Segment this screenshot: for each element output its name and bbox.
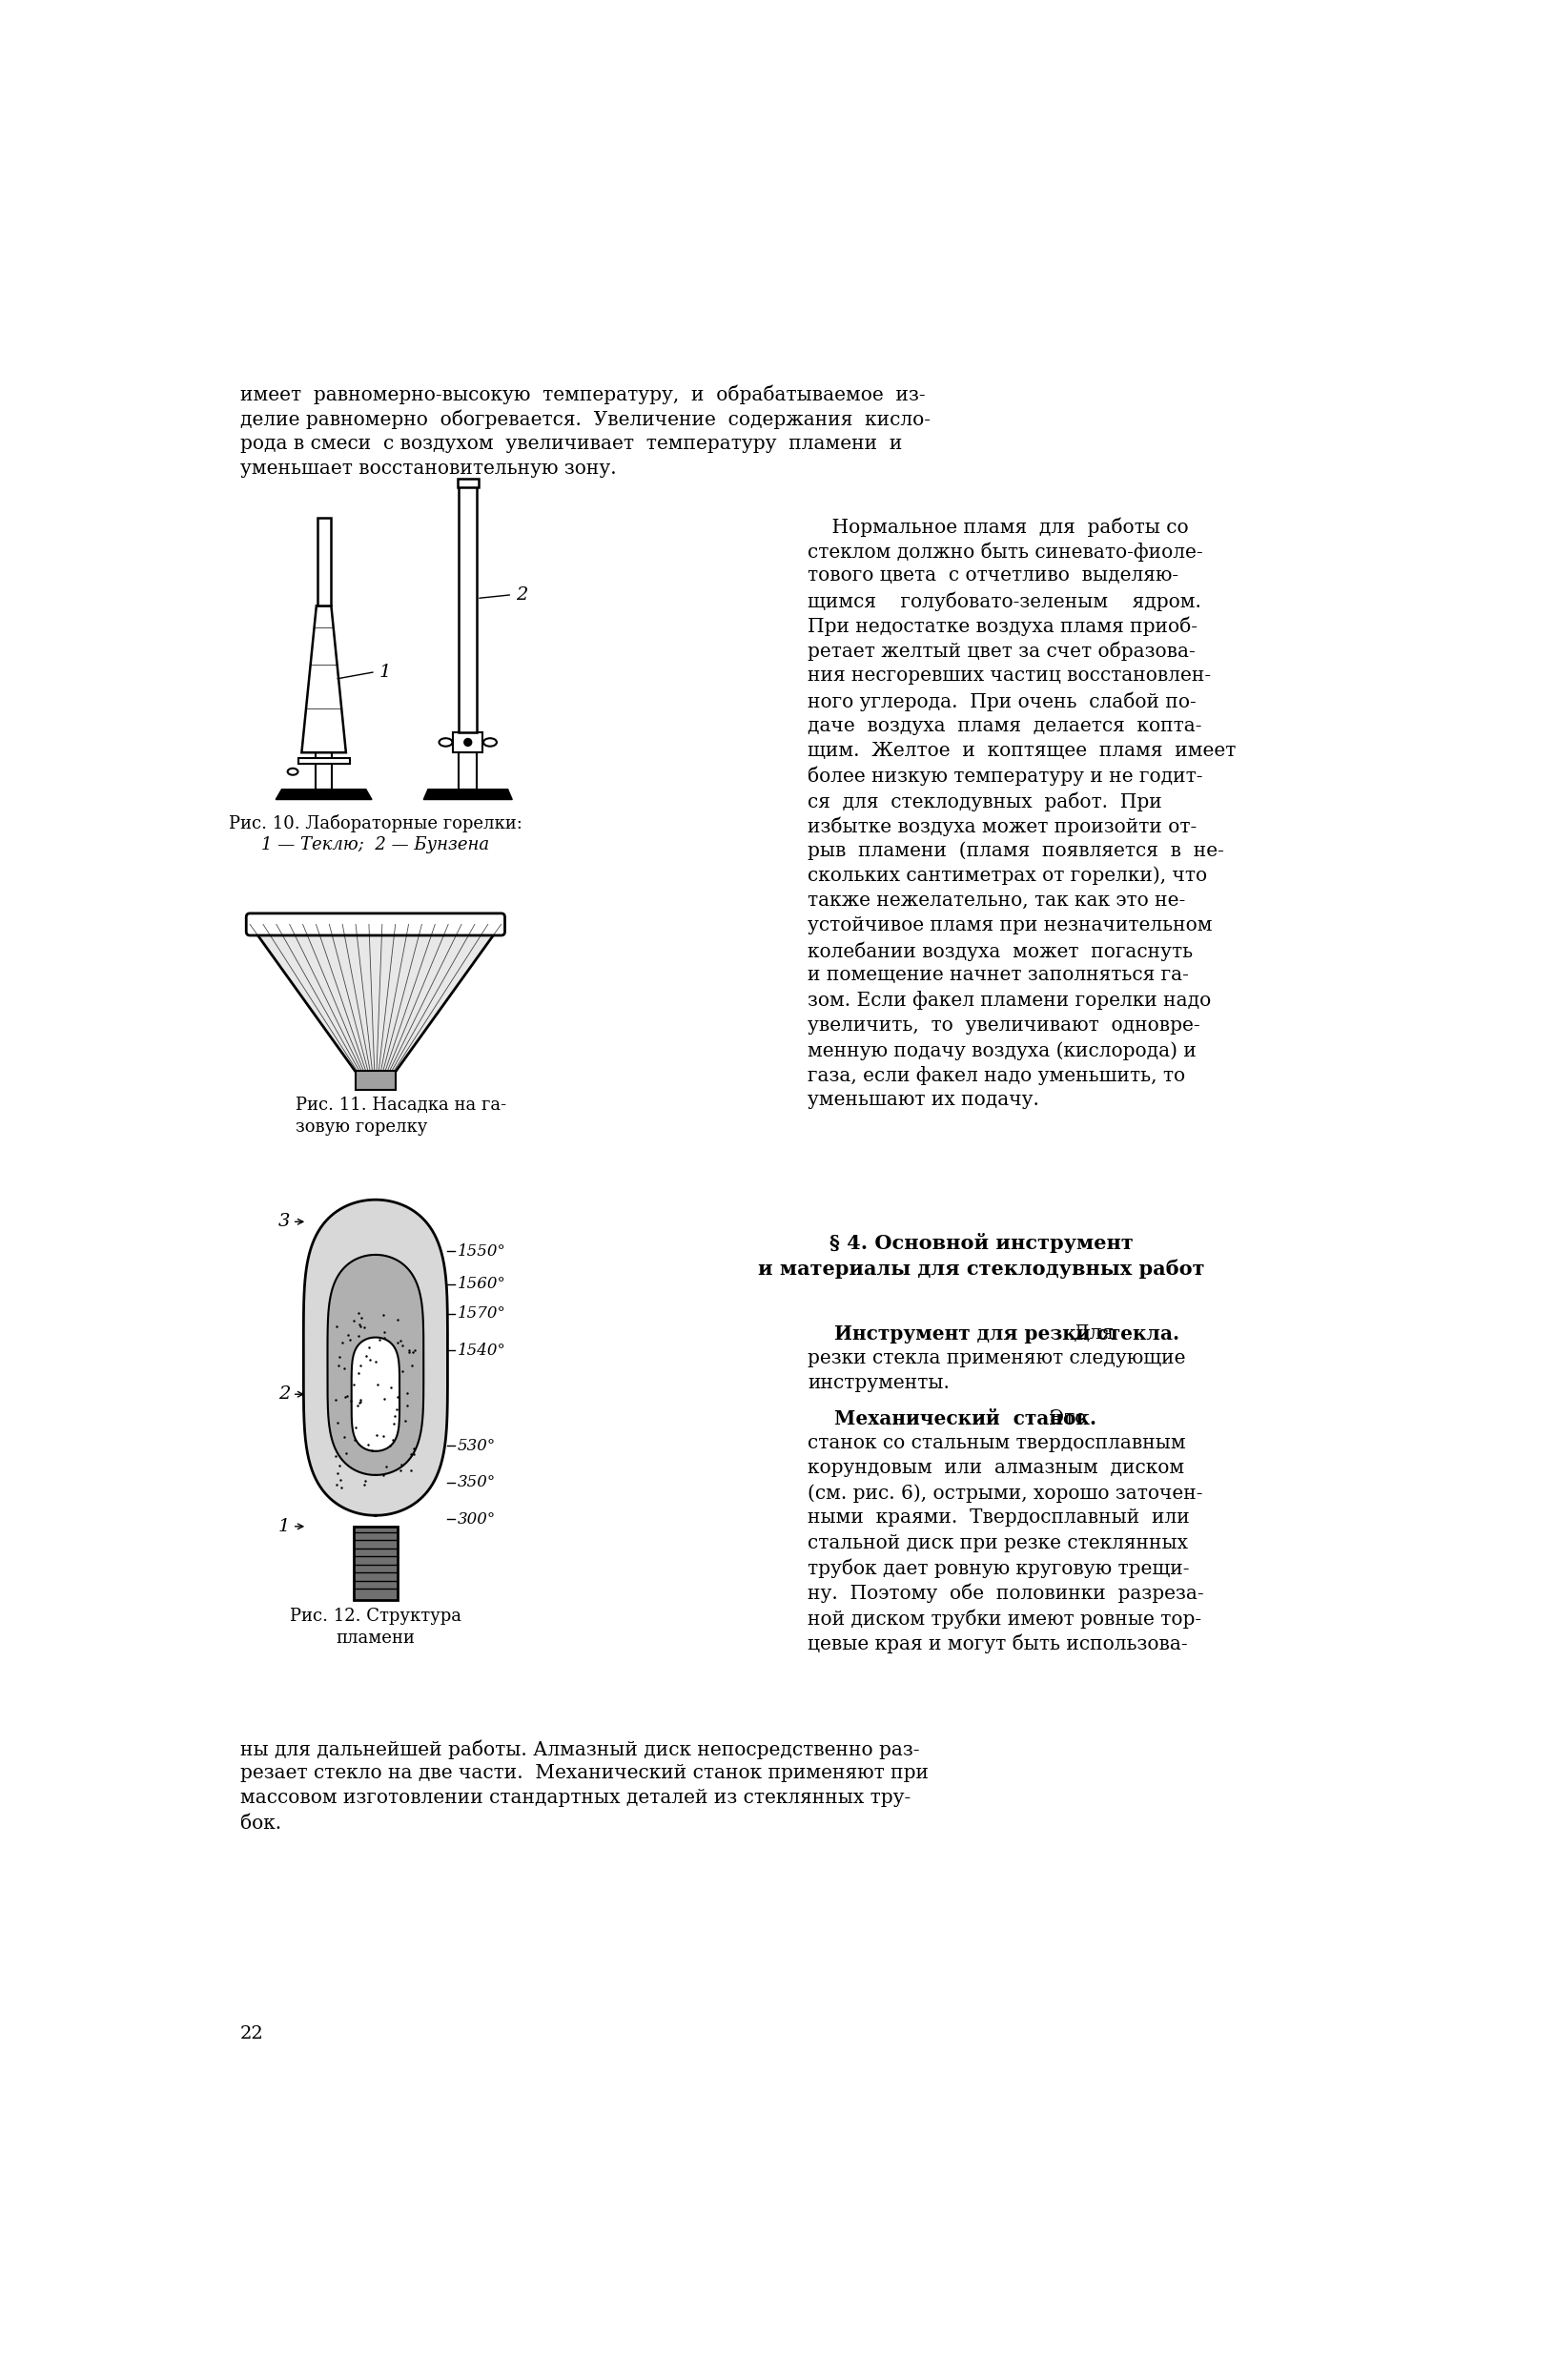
Polygon shape xyxy=(302,607,345,752)
Text: ными  краями.  Твердосплавный  или: ными краями. Твердосплавный или xyxy=(808,1509,1190,1528)
Text: резает стекло на две части.  Механический станок применяют при: резает стекло на две части. Механический… xyxy=(240,1764,929,1783)
Text: увеличить,  то  увеличивают  одновре-: увеличить, то увеличивают одновре- xyxy=(808,1016,1200,1035)
Bar xyxy=(297,759,350,764)
Bar xyxy=(457,478,478,488)
Circle shape xyxy=(464,738,473,747)
Polygon shape xyxy=(327,1254,423,1476)
Text: колебании воздуха  может  погаснуть: колебании воздуха может погаснуть xyxy=(808,940,1193,962)
Text: резки стекла применяют следующие: резки стекла применяют следующие xyxy=(808,1349,1186,1369)
Text: 530°: 530° xyxy=(457,1438,495,1454)
Bar xyxy=(355,1071,395,1090)
Ellipse shape xyxy=(439,738,453,747)
Text: и материалы для стеклодувных работ: и материалы для стеклодувных работ xyxy=(758,1259,1204,1278)
Text: ну.  Поэтому  обе  половинки  разреза-: ну. Поэтому обе половинки разреза- xyxy=(808,1583,1204,1604)
Text: устойчивое пламя при незначительном: устойчивое пламя при незначительном xyxy=(808,916,1212,935)
Text: щим.  Желтое  и  коптящее  пламя  имеет: щим. Желтое и коптящее пламя имеет xyxy=(808,743,1237,759)
Text: рода в смеси  с воздухом  увеличивает  температуру  пламени  и: рода в смеси с воздухом увеличивает темп… xyxy=(240,436,902,452)
Text: корундовым  или  алмазным  диском: корундовым или алмазным диском xyxy=(808,1459,1184,1478)
Text: даче  воздуха  пламя  делается  копта-: даче воздуха пламя делается копта- xyxy=(808,716,1203,735)
Text: щимся    голубовато-зеленым    ядром.: щимся голубовато-зеленым ядром. xyxy=(808,593,1201,612)
Text: 1540°: 1540° xyxy=(457,1342,506,1359)
Ellipse shape xyxy=(288,769,297,776)
Text: ретает желтый цвет за счет образова-: ретает желтый цвет за счет образова- xyxy=(808,643,1195,662)
Text: массовом изготовлении стандартных деталей из стеклянных тру-: массовом изготовлении стандартных детале… xyxy=(240,1790,910,1806)
Polygon shape xyxy=(275,790,372,800)
Text: инструменты.: инструменты. xyxy=(808,1373,949,1392)
Text: газа, если факел надо уменьшить, то: газа, если факел надо уменьшить, то xyxy=(808,1066,1186,1085)
Text: цевые края и могут быть использова-: цевые края и могут быть использова- xyxy=(808,1633,1187,1654)
Text: При недостатке воздуха пламя приоб-: При недостатке воздуха пламя приоб- xyxy=(808,616,1198,635)
FancyBboxPatch shape xyxy=(246,914,504,935)
Text: рыв  пламени  (пламя  появляется  в  не-: рыв пламени (пламя появляется в не- xyxy=(808,843,1225,859)
Text: 1550°: 1550° xyxy=(457,1242,506,1259)
Text: также нежелательно, так как это не-: также нежелательно, так как это не- xyxy=(808,892,1186,909)
Text: делие равномерно  обогревается.  Увеличение  содержания  кисло-: делие равномерно обогревается. Увеличени… xyxy=(240,409,930,428)
Text: бок.: бок. xyxy=(240,1814,282,1833)
Text: 1: 1 xyxy=(279,1518,289,1535)
Bar xyxy=(459,752,476,790)
Bar xyxy=(316,752,331,790)
Text: Для: Для xyxy=(1067,1326,1114,1342)
Text: ного углерода.  При очень  слабой по-: ного углерода. При очень слабой по- xyxy=(808,693,1197,712)
Bar xyxy=(353,1526,398,1599)
Text: Инструмент для резки стекла.: Инструмент для резки стекла. xyxy=(808,1326,1179,1345)
Text: и помещение начнет заполняться га-: и помещение начнет заполняться га- xyxy=(808,966,1189,985)
Text: 1570°: 1570° xyxy=(457,1304,506,1321)
Text: (см. рис. 6), острыми, хорошо заточен-: (см. рис. 6), острыми, хорошо заточен- xyxy=(808,1483,1203,1502)
Text: ся  для  стеклодувных  работ.  При: ся для стеклодувных работ. При xyxy=(808,793,1162,812)
Text: Рис. 10. Лабораторные горелки:: Рис. 10. Лабораторные горелки: xyxy=(229,814,523,833)
Text: стальной диск при резке стеклянных: стальной диск при резке стеклянных xyxy=(808,1533,1189,1552)
Text: станок со стальным твердосплавным: станок со стальным твердосплавным xyxy=(808,1433,1186,1452)
Text: зовую горелку: зовую горелку xyxy=(296,1119,428,1135)
Text: пламени: пламени xyxy=(336,1630,415,1647)
Polygon shape xyxy=(352,1338,400,1452)
Text: тового цвета  с отчетливо  выделяю-: тового цвета с отчетливо выделяю- xyxy=(808,566,1179,585)
Bar xyxy=(459,483,476,733)
Bar xyxy=(453,733,482,752)
Text: уменьшает восстановительную зону.: уменьшает восстановительную зону. xyxy=(240,459,616,478)
Text: трубок дает ровную круговую трещи-: трубок дает ровную круговую трещи- xyxy=(808,1559,1190,1578)
Ellipse shape xyxy=(484,738,496,747)
Text: ния несгоревших частиц восстановлен-: ния несгоревших частиц восстановлен- xyxy=(808,666,1211,685)
Text: 2: 2 xyxy=(517,585,527,602)
Text: 1560°: 1560° xyxy=(457,1276,506,1292)
Text: 3: 3 xyxy=(279,1214,289,1230)
Text: Это: Это xyxy=(1036,1409,1086,1428)
Text: Механический  станок.: Механический станок. xyxy=(808,1409,1097,1428)
Text: 2: 2 xyxy=(279,1385,289,1402)
Text: скольких сантиметрах от горелки), что: скольких сантиметрах от горелки), что xyxy=(808,866,1207,885)
Polygon shape xyxy=(251,923,501,1071)
Text: зом. Если факел пламени горелки надо: зом. Если факел пламени горелки надо xyxy=(808,990,1211,1009)
Text: Рис. 12. Структура: Рис. 12. Структура xyxy=(289,1607,461,1623)
Bar xyxy=(317,516,330,607)
Text: ной диском трубки имеют ровные тор-: ной диском трубки имеют ровные тор- xyxy=(808,1609,1201,1628)
Text: 350°: 350° xyxy=(457,1473,495,1490)
Text: имеет  равномерно-высокую  температуру,  и  обрабатываемое  из-: имеет равномерно-высокую температуру, и … xyxy=(240,386,926,405)
Text: 1: 1 xyxy=(380,664,391,681)
Text: уменьшают их подачу.: уменьшают их подачу. xyxy=(808,1090,1039,1109)
Text: 1 — Теклю;  2 — Бунзена: 1 — Теклю; 2 — Бунзена xyxy=(261,835,490,854)
Text: 300°: 300° xyxy=(457,1511,495,1528)
Text: 22: 22 xyxy=(240,2025,265,2042)
Text: Рис. 11. Насадка на га-: Рис. 11. Насадка на га- xyxy=(296,1097,507,1114)
Polygon shape xyxy=(423,790,512,800)
Text: менную подачу воздуха (кислорода) и: менную подачу воздуха (кислорода) и xyxy=(808,1040,1197,1059)
Text: более низкую температуру и не годит-: более низкую температуру и не годит- xyxy=(808,766,1203,785)
Text: стеклом должно быть синевато-фиоле-: стеклом должно быть синевато-фиоле- xyxy=(808,543,1203,562)
Text: § 4. Основной инструмент: § 4. Основной инструмент xyxy=(829,1233,1133,1252)
Polygon shape xyxy=(303,1200,448,1516)
Text: ны для дальнейшей работы. Алмазный диск непосредственно раз-: ны для дальнейшей работы. Алмазный диск … xyxy=(240,1740,920,1759)
Text: Нормальное пламя  для  работы со: Нормальное пламя для работы со xyxy=(808,516,1189,536)
Text: избытке воздуха может произойти от-: избытке воздуха может произойти от- xyxy=(808,816,1197,835)
